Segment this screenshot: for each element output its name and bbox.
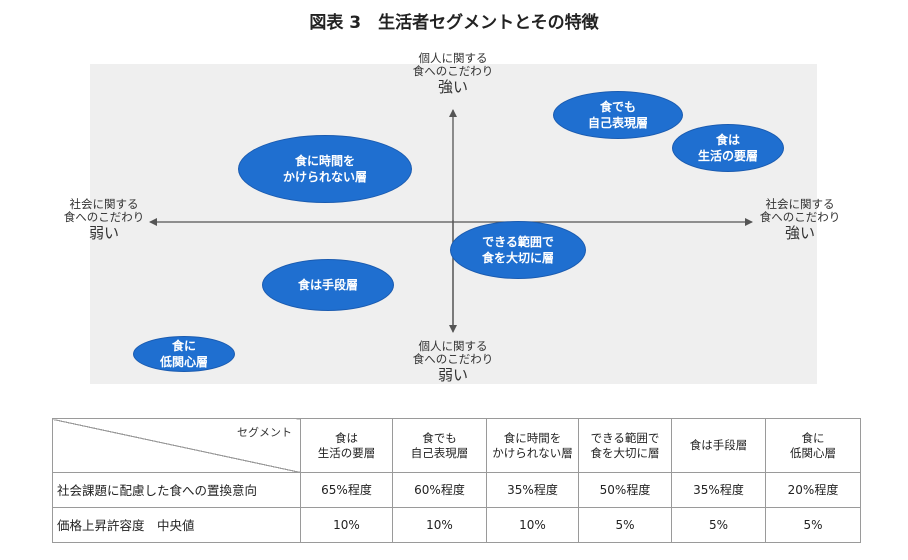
table-header-row: セグメント 食は 生活の要層 食でも 自己表現層 食に時間を かけられない層 で… <box>52 418 861 473</box>
table-row: 価格上昇許容度 中央値 10% 10% 10% 5% 5% 5% <box>52 507 861 543</box>
table-cell: 50%程度 <box>578 472 672 508</box>
axis-top-strength: 強い <box>437 78 468 96</box>
segment-self-expression: 食でも 自己表現層 <box>553 91 683 139</box>
table-cell: 10% <box>392 507 487 543</box>
table-column-header: 食でも 自己表現層 <box>392 418 487 473</box>
table-column-header: 食に 低関心層 <box>765 418 861 473</box>
segment-table: セグメント 食は 生活の要層 食でも 自己表現層 食に時間を かけられない層 で… <box>52 418 861 543</box>
axis-right-strength: 強い <box>784 224 815 242</box>
segment-low-interest: 食に 低関心層 <box>133 336 235 372</box>
table-row-label: 価格上昇許容度 中央値 <box>52 507 301 543</box>
axis-bottom-strength: 弱い <box>437 366 468 384</box>
table-cell: 65%程度 <box>300 472 393 508</box>
table-column-header: できる範囲で 食を大切に層 <box>578 418 672 473</box>
segment-means: 食は手段層 <box>262 259 394 311</box>
axis-bottom-label: 個人に関する 食へのこだわり 弱い <box>393 340 513 385</box>
table-cell: 20%程度 <box>765 472 861 508</box>
table-cell: 5% <box>578 507 672 543</box>
table-column-header: 食は 生活の要層 <box>300 418 393 473</box>
table-cell: 60%程度 <box>392 472 487 508</box>
axis-left-strength: 弱い <box>88 224 119 242</box>
axis-right-label: 社会に関する 食へのこだわり 強い <box>744 198 856 243</box>
figure-title: 図表 3 生活者セグメントとその特徴 <box>309 13 599 33</box>
table-cell: 10% <box>300 507 393 543</box>
segment-life-essential: 食は 生活の要層 <box>672 124 784 172</box>
table-cell: 5% <box>765 507 861 543</box>
table-cell: 5% <box>671 507 766 543</box>
segment-within-means: できる範囲で 食を大切に層 <box>450 221 586 279</box>
table-corner-cell: セグメント <box>52 418 301 473</box>
table-column-header: 食は手段層 <box>671 418 766 473</box>
table-cell: 35%程度 <box>486 472 579 508</box>
table-column-header: 食に時間を かけられない層 <box>486 418 579 473</box>
axis-left-label: 社会に関する 食へのこだわり 弱い <box>48 198 160 243</box>
table-row: 社会課題に配慮した食への置換意向 65%程度 60%程度 35%程度 50%程度… <box>52 472 861 508</box>
table-cell: 35%程度 <box>671 472 766 508</box>
table-cell: 10% <box>486 507 579 543</box>
segment-no-time: 食に時間を かけられない層 <box>238 135 412 203</box>
axis-top-label: 個人に関する 食へのこだわり 強い <box>393 52 513 97</box>
table-row-label: 社会課題に配慮した食への置換意向 <box>52 472 301 508</box>
